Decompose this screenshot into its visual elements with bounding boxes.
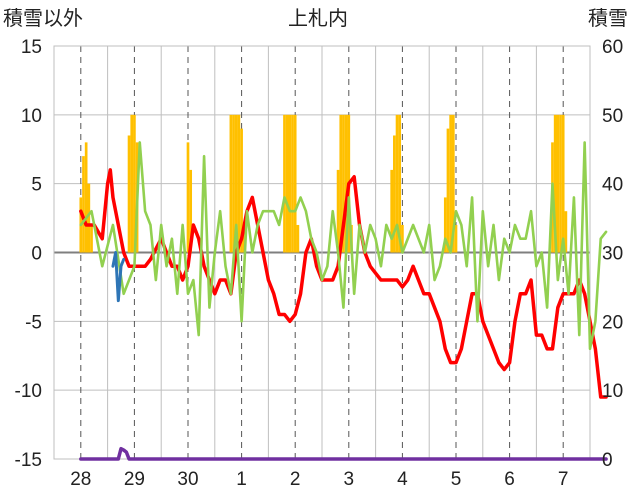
x-tick-label: 30: [177, 469, 198, 490]
bar-mark: [293, 114, 297, 253]
bar-mark: [127, 135, 131, 253]
x-tick-label: 29: [124, 469, 145, 490]
bar-mark: [232, 114, 235, 253]
left-tick-label: -5: [25, 312, 42, 333]
left-axis-label: 積雪以外: [3, 7, 83, 30]
bar-mark: [561, 114, 565, 253]
left-tick-label: -10: [15, 381, 42, 402]
x-tick-label: 7: [558, 469, 569, 490]
right-axis-label: 積雪: [588, 7, 628, 30]
right-tick-label: 60: [602, 37, 623, 58]
bar-mark: [296, 224, 300, 253]
bar-mark: [234, 114, 238, 253]
bar-mark: [90, 224, 93, 253]
bar-mark: [393, 135, 396, 253]
bar-mark: [559, 114, 562, 253]
bar-mark: [186, 142, 190, 253]
bar-mark: [556, 114, 560, 253]
x-tick-label: 3: [344, 469, 355, 490]
left-tick-label: 5: [31, 175, 42, 196]
bar-mark: [401, 224, 404, 253]
x-tick-label: 28: [70, 469, 91, 490]
precip_blue-line: [111, 251, 126, 303]
bar-mark: [84, 142, 88, 253]
chart-title: 上札内: [288, 7, 348, 30]
x-tick-label: 6: [504, 469, 515, 490]
bar-mark: [87, 183, 91, 253]
bar-mark: [240, 128, 243, 253]
right-tick-label: 40: [602, 175, 623, 196]
bar-mark: [288, 114, 292, 253]
bar-mark: [446, 128, 450, 253]
bar-mark: [390, 169, 394, 253]
bar-mark: [553, 114, 557, 253]
left-tick-label: 0: [31, 244, 42, 265]
left-tick-label: -15: [15, 450, 42, 471]
bar-mark: [130, 114, 134, 253]
right-tick-label: 0: [602, 450, 613, 471]
bar-mark: [283, 114, 286, 253]
left-tick-label: 15: [21, 37, 42, 58]
bar-mark: [82, 156, 85, 253]
right-tick-label: 30: [602, 244, 623, 265]
bar-mark: [336, 169, 340, 253]
bar-mark: [342, 114, 345, 253]
bar-mark: [443, 197, 447, 253]
bar-mark: [451, 114, 455, 253]
line-series: [79, 141, 608, 461]
right-tick-label: 20: [602, 312, 623, 333]
bar-mark: [564, 211, 568, 253]
right-tick-label: 50: [602, 106, 623, 127]
grid: [53, 45, 591, 460]
bar-mark: [454, 224, 458, 253]
x-tick-label: 1: [236, 469, 247, 490]
x-tick-label: 5: [451, 469, 462, 490]
bar-mark: [237, 114, 241, 253]
bar-mark: [285, 114, 289, 253]
bar-mark: [449, 114, 452, 253]
bar-mark: [339, 114, 343, 253]
bar-mark: [242, 224, 246, 253]
temperature-line: [79, 168, 608, 399]
right-tick-label: 10: [602, 381, 623, 402]
x-tick-label: 2: [290, 469, 301, 490]
left-tick-label: 10: [21, 106, 42, 127]
axis-ticks: -15 -10 -5 0 5 10 15 0 10 20 30 40 50 60 28 29 30 1 2 3 4 5 6 7: [15, 37, 624, 490]
bar-mark: [229, 114, 233, 253]
bar-mark: [344, 114, 348, 253]
bar-mark: [189, 169, 193, 253]
x-tick-label: 4: [397, 469, 408, 490]
snow_depth-line: [79, 446, 608, 461]
bar-mark: [395, 114, 399, 253]
bar-mark: [291, 114, 294, 253]
bar-mark: [398, 114, 402, 253]
bar-mark: [133, 114, 136, 253]
green_series-line: [79, 141, 608, 351]
